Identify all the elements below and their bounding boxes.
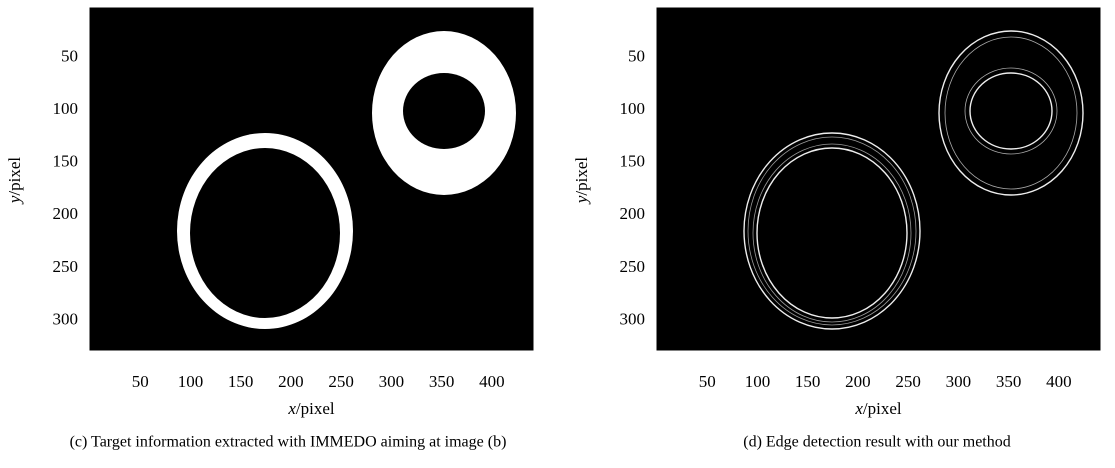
x-axis-unit: /pixel <box>296 399 335 418</box>
y-axis-label: y/pixel <box>5 157 24 206</box>
x-tick-label: 300 <box>379 372 405 391</box>
y-tick-label: 200 <box>620 204 646 223</box>
y-axis-var: y <box>5 195 24 205</box>
y-tick-label: 100 <box>53 99 79 118</box>
x-tick-label: 100 <box>745 372 771 391</box>
caption: (c) Target information extracted with IM… <box>70 434 507 451</box>
y-axis-label: y/pixel <box>572 157 591 206</box>
x-tick-label: 350 <box>429 372 455 391</box>
y-tick-label: 250 <box>620 257 646 276</box>
y-tick-label: 50 <box>61 46 78 65</box>
x-tick-label: 400 <box>1046 372 1072 391</box>
caption: (d) Edge detection result with our metho… <box>743 434 1010 451</box>
figure: 50 100 150 200 250 300 350 400 50 100 150 200 250 300… <box>0 0 1115 463</box>
image <box>90 8 533 350</box>
y-axis-unit: /pixel <box>5 157 24 196</box>
x-tick-label: 200 <box>845 372 871 391</box>
x-tick-label: 150 <box>795 372 821 391</box>
x-axis-label: x/pixel <box>287 399 335 418</box>
x-tick-label: 350 <box>996 372 1022 391</box>
y-tick-label: 100 <box>620 99 646 118</box>
x-tick-label: 150 <box>228 372 254 391</box>
y-tick-label: 300 <box>53 309 79 328</box>
y-tick-label: 250 <box>53 257 79 276</box>
y-tick-label: 200 <box>53 204 79 223</box>
x-tick-label: 100 <box>178 372 204 391</box>
x-axis-unit: /pixel <box>863 399 902 418</box>
x-tick-label: 50 <box>699 372 716 391</box>
y-tick-label: 50 <box>628 46 645 65</box>
x-tick-label: 400 <box>479 372 505 391</box>
image <box>657 8 1100 350</box>
panel: 50 100 150 200 250 300 350 400 50 100 150 200 250 300… <box>5 8 533 451</box>
panel: 50 100 150 200 250 300 350 400 50 100 150 200 250 300… <box>572 8 1100 451</box>
y-tick-label: 150 <box>53 152 79 171</box>
x-tick-label: 250 <box>328 372 354 391</box>
y-tick-label: 150 <box>620 152 646 171</box>
x-tick-label: 250 <box>895 372 921 391</box>
x-tick-label: 200 <box>278 372 304 391</box>
x-tick-label: 300 <box>946 372 972 391</box>
y-axis-var: y <box>572 195 591 205</box>
x-tick-label: 50 <box>132 372 149 391</box>
y-tick-label: 300 <box>620 309 646 328</box>
x-axis-label: x/pixel <box>854 399 902 418</box>
y-axis-unit: /pixel <box>572 157 591 196</box>
